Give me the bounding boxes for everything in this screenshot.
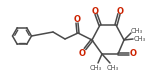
Text: O: O <box>116 6 124 16</box>
Text: O: O <box>129 49 136 58</box>
Text: CH₃: CH₃ <box>131 28 143 34</box>
Text: CH₃: CH₃ <box>134 36 146 42</box>
Text: O: O <box>79 48 85 58</box>
Text: CH₃: CH₃ <box>90 65 102 71</box>
Text: O: O <box>73 15 80 24</box>
Text: O: O <box>92 6 99 16</box>
Text: CH₃: CH₃ <box>107 65 119 71</box>
